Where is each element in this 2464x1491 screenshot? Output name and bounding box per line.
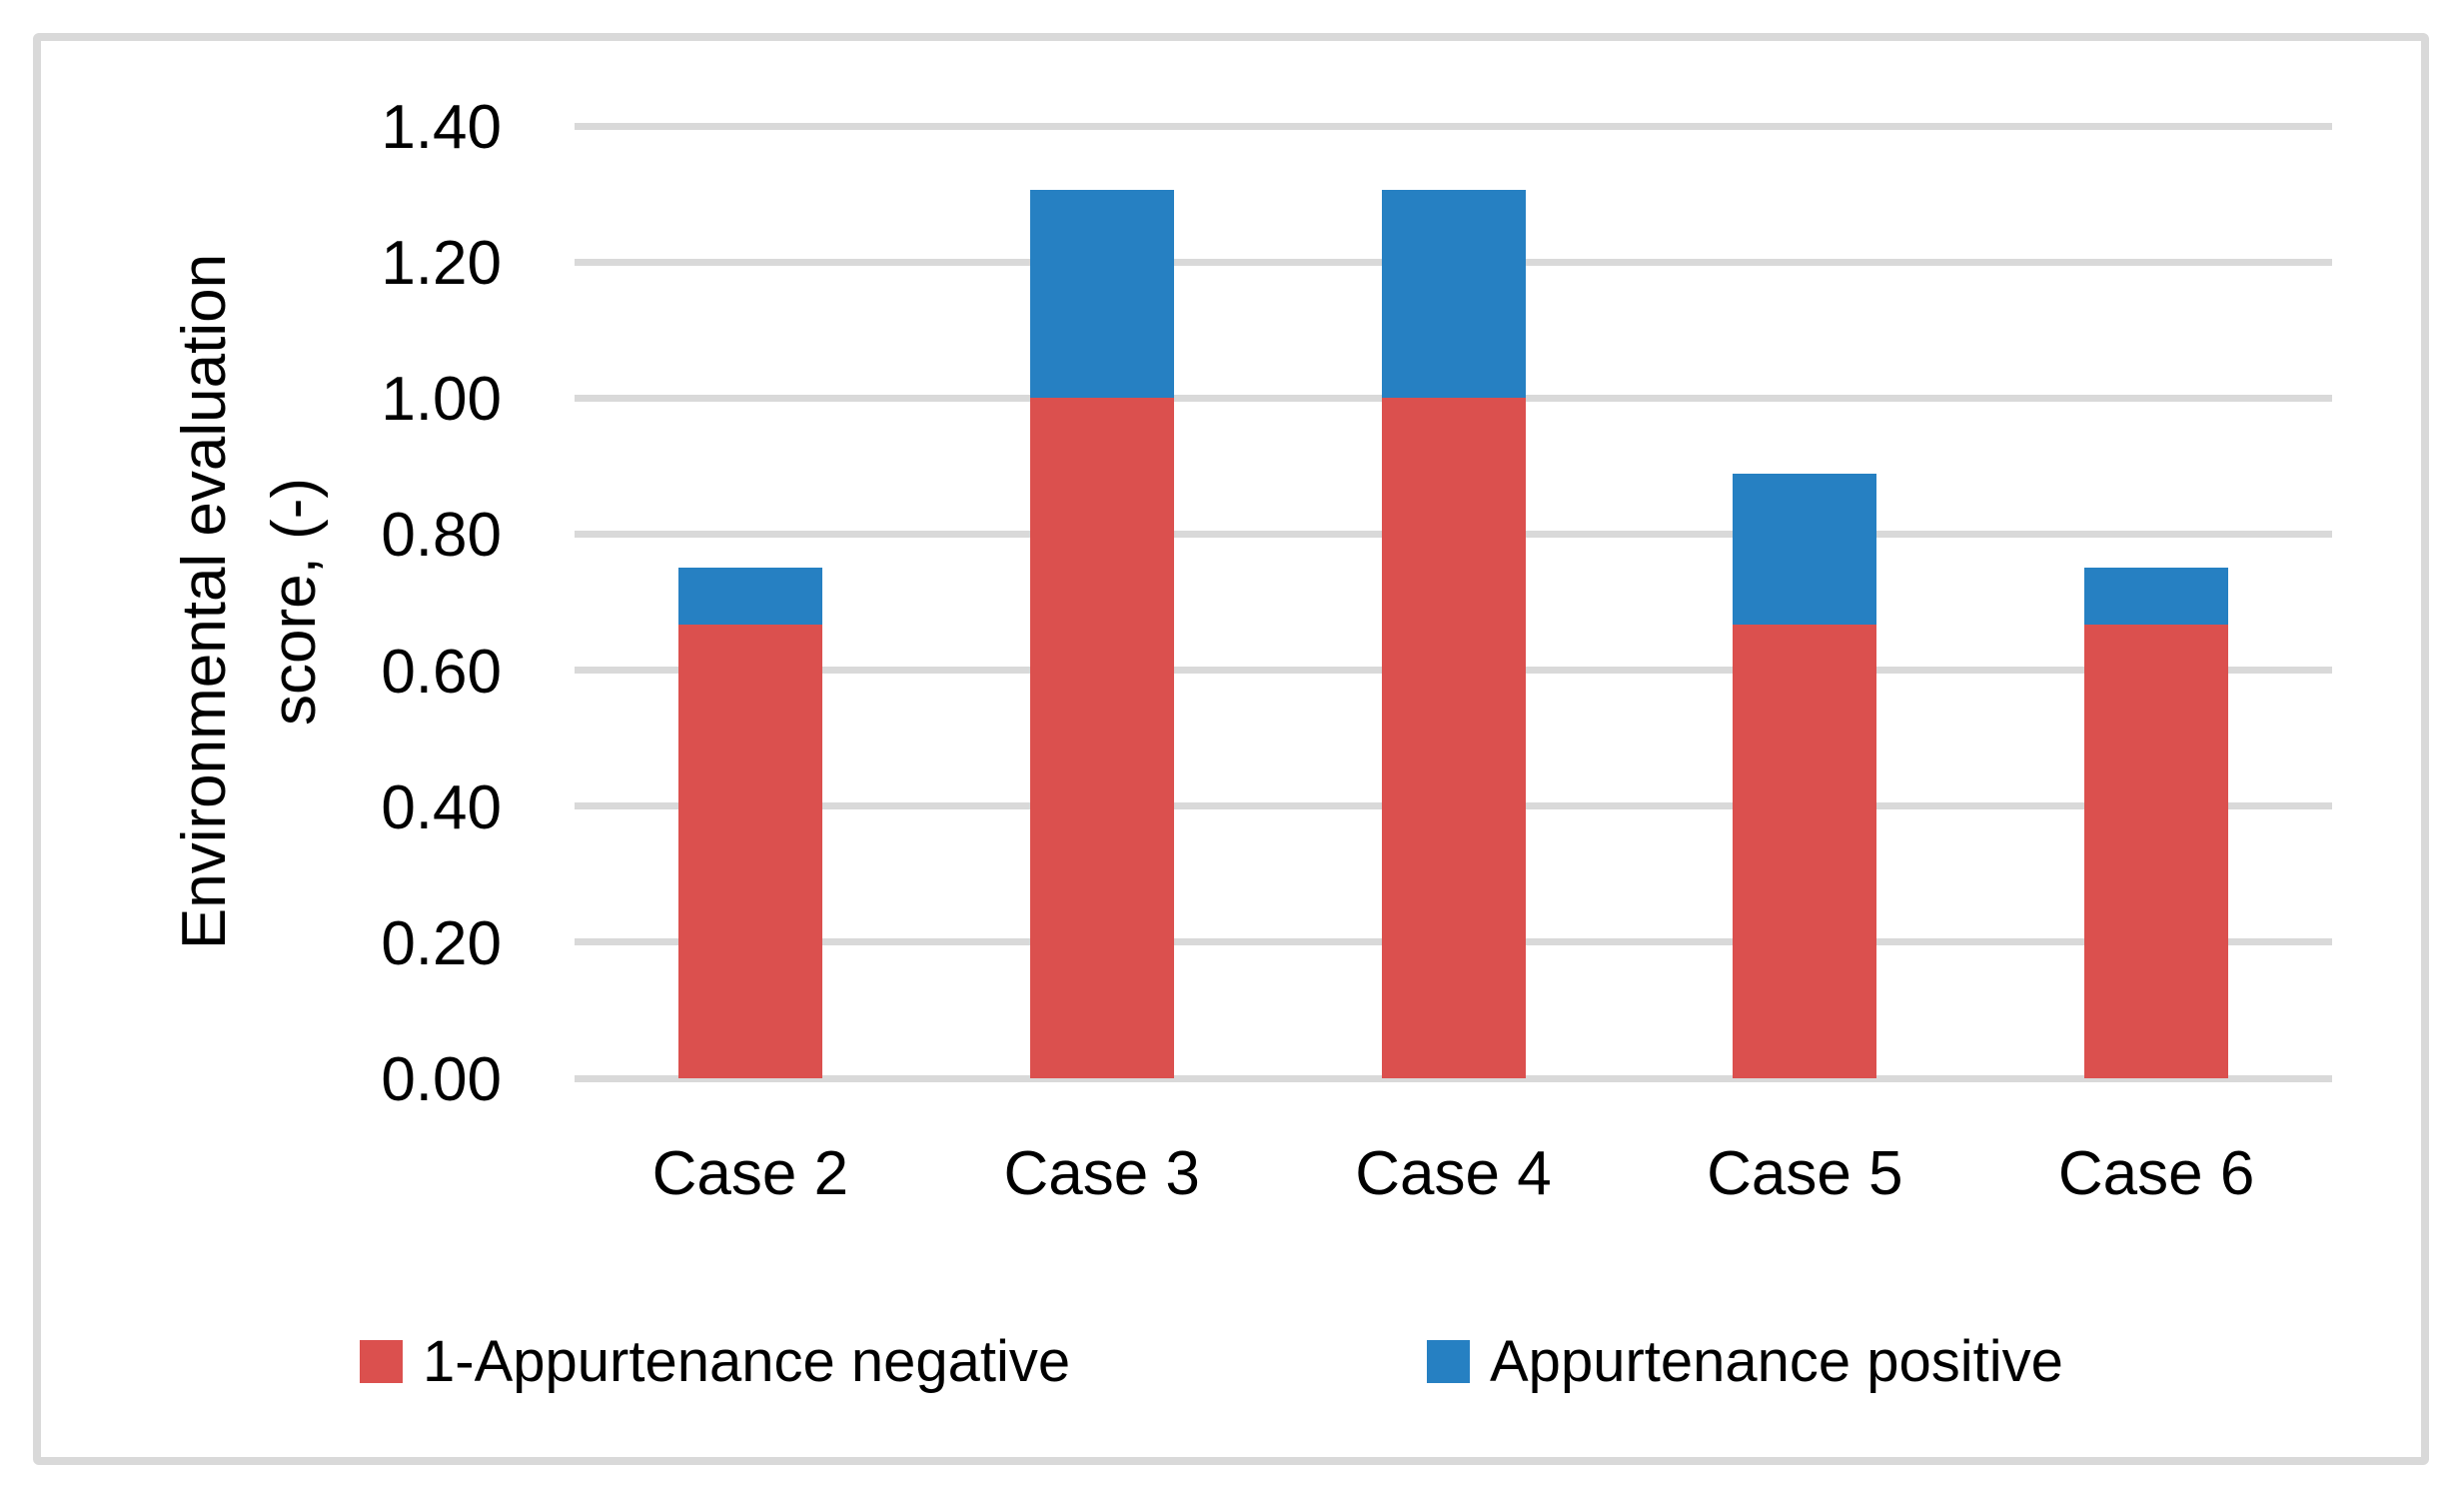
y-tick-label-0.80: 0.80 [381,501,502,571]
y-tick-label-1.40: 1.40 [381,93,502,162]
legend-label-positive: Appurtenance positive [1490,1328,2063,1394]
gridline-1.40 [575,122,2332,130]
bar-case-2-1-appurtenance-negative [677,624,822,1078]
y-tick-label-1.20: 1.20 [381,229,502,299]
y-axis-title-line1: Environmental evaluation [170,253,239,950]
legend-item-positive: Appurtenance positive [1427,1332,2063,1390]
x-label-case-4: Case 4 [1355,1139,1552,1208]
x-label-case-6: Case 6 [2057,1139,2255,1208]
bar-case-3-1-appurtenance-negative [1029,398,1174,1078]
y-tick-label-0.20: 0.20 [381,908,502,978]
legend-item-negative: 1-Appurtenance negative [360,1332,1070,1390]
y-tick-label-1.00: 1.00 [381,365,502,435]
x-label-case-3: Case 3 [1003,1139,1200,1208]
legend-label-negative: 1-Appurtenance negative [423,1328,1071,1394]
bar-case-4-appurtenance-positive [1381,189,1526,399]
bar-case-6-appurtenance-positive [2084,568,2229,625]
legend-swatch-negative-icon [360,1340,403,1383]
bar-case-4-1-appurtenance-negative [1381,398,1526,1078]
bar-case-2-appurtenance-positive [677,568,822,625]
y-tick-label-0.60: 0.60 [381,637,502,707]
bar-case-6-1-appurtenance-negative [2084,624,2229,1078]
figure-border [33,33,2429,1465]
y-tick-label-0.40: 0.40 [381,772,502,842]
bar-case-3-appurtenance-positive [1029,189,1174,399]
bar-case-5-appurtenance-positive [1733,473,1877,625]
x-label-case-2: Case 2 [651,1139,849,1208]
gridline-0.00 [575,1074,2332,1082]
x-label-case-5: Case 5 [1707,1139,1903,1208]
y-tick-label-0.00: 0.00 [381,1045,502,1114]
bar-case-5-1-appurtenance-negative [1733,624,1877,1078]
legend-swatch-positive-icon [1427,1340,1470,1383]
